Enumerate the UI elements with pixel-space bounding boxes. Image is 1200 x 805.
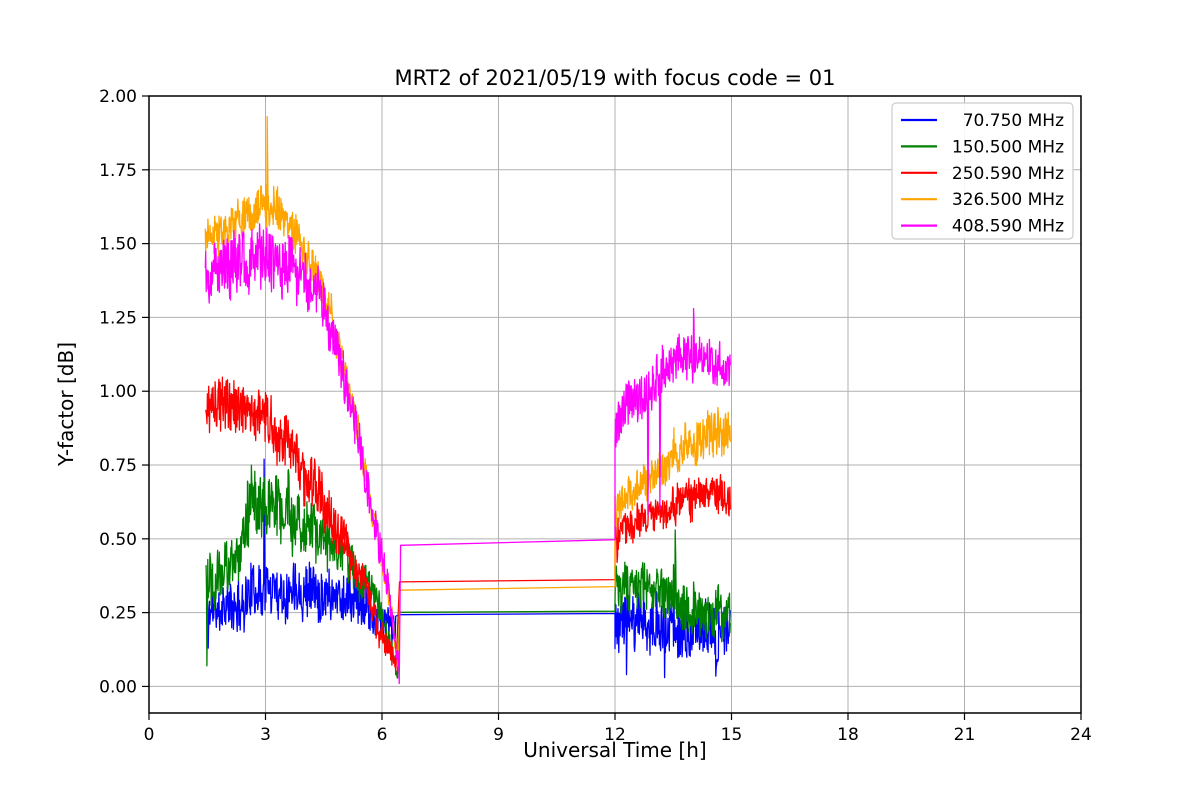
series-lines bbox=[204, 116, 731, 685]
x-tick-label: 6 bbox=[377, 725, 388, 745]
y-tick-label: 0.25 bbox=[99, 604, 137, 624]
x-tick-label: 0 bbox=[144, 725, 155, 745]
x-tick-label: 18 bbox=[837, 725, 859, 745]
series-line-150.500-MHz bbox=[205, 464, 731, 679]
series-line-250.590-MHz bbox=[205, 376, 731, 673]
series-line-70.750-MHz bbox=[205, 458, 731, 679]
x-tick-label: 3 bbox=[260, 725, 271, 745]
legend-label: 150.500 MHz bbox=[952, 137, 1064, 157]
x-tick-label: 15 bbox=[721, 725, 743, 745]
x-axis-label: Universal Time [h] bbox=[523, 738, 706, 762]
legend-item: 408.590 MHz bbox=[901, 217, 1064, 237]
y-tick-label: 1.00 bbox=[99, 382, 137, 402]
legend-label: 250.590 MHz bbox=[952, 164, 1064, 184]
series-line-408.590-MHz bbox=[204, 223, 731, 685]
y-tick-label: 2.00 bbox=[99, 87, 137, 107]
legend-item: 250.590 MHz bbox=[901, 164, 1064, 184]
legend-item: 70.750 MHz bbox=[901, 111, 1064, 131]
x-tick-label: 24 bbox=[1070, 725, 1092, 745]
y-tick-label: 0.75 bbox=[99, 456, 137, 476]
y-tick-label: 1.75 bbox=[99, 161, 137, 181]
axes: 0 3 6 9 12 15 18 21 24 0.00 0.25 0.50 0.75 1.00 1.25 1.… bbox=[99, 87, 1092, 745]
legend-box bbox=[891, 102, 1074, 240]
x-tick-label: 9 bbox=[493, 725, 504, 745]
legend-label: 70.750 MHz bbox=[963, 111, 1064, 131]
y-tick-label: 0.00 bbox=[99, 677, 137, 697]
legend-label: 326.500 MHz bbox=[952, 190, 1064, 210]
x-tick-label: 21 bbox=[954, 725, 976, 745]
y-tick-label: 0.50 bbox=[99, 530, 137, 550]
chart-title: MRT2 of 2021/05/19 with focus code = 01 bbox=[395, 66, 836, 90]
y-tick-label: 1.25 bbox=[99, 308, 137, 328]
legend: 70.750 MHz 150.500 MHz 250.590 MHz 326.500 … bbox=[891, 102, 1074, 240]
legend-item: 326.500 MHz bbox=[901, 190, 1064, 210]
legend-item: 150.500 MHz bbox=[901, 137, 1064, 157]
legend-label: 408.590 MHz bbox=[952, 217, 1064, 237]
y-tick-label: 1.50 bbox=[99, 235, 137, 255]
y-axis-label: Y-factor [dB] bbox=[54, 342, 78, 467]
x-tick-label: 12 bbox=[604, 725, 626, 745]
